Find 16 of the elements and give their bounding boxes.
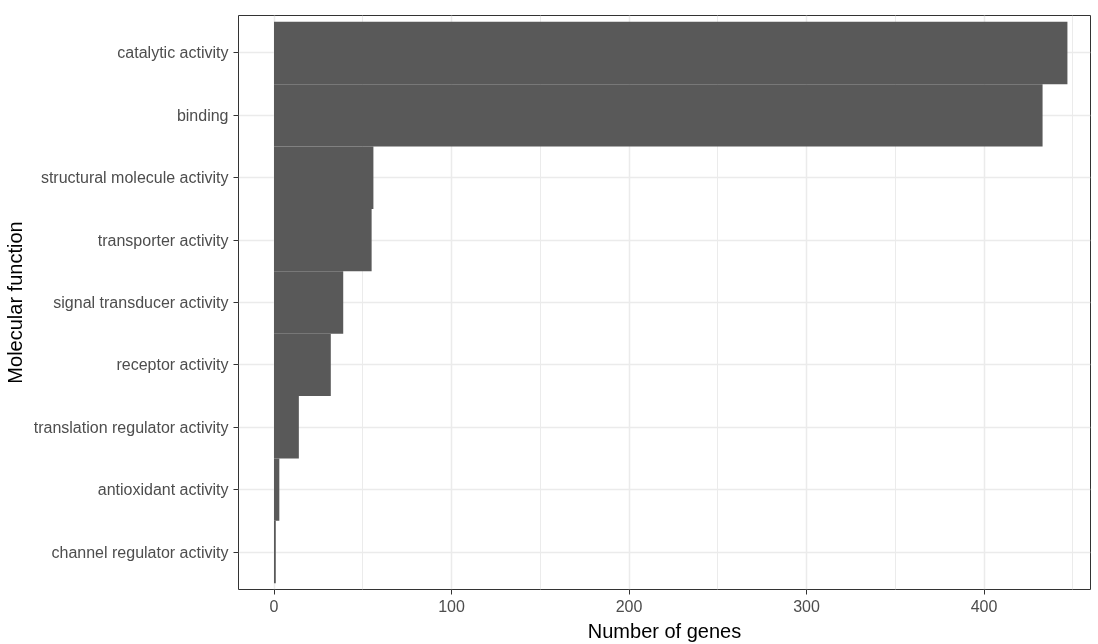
y-axis-title: Molecular function: [3, 221, 26, 384]
y-tick-label: binding: [176, 106, 229, 124]
y-tick-label: antioxidant activity: [97, 481, 229, 499]
y-tick-label: translation regulator activity: [33, 418, 229, 436]
x-axis-title: Number of genes: [587, 619, 742, 642]
x-tick-label: 400: [970, 597, 998, 615]
x-tick-label: 300: [793, 597, 820, 615]
y-tick-label: transporter activity: [97, 231, 229, 249]
x-tick-label: 100: [438, 597, 465, 615]
y-tick-label: structural molecule activity: [40, 169, 229, 187]
x-tick-label: 0: [269, 597, 279, 615]
y-tick-label: receptor activity: [116, 356, 229, 374]
y-tick-label: signal transducer activity: [53, 294, 229, 311]
y-tick-label: catalytic activity: [117, 44, 229, 62]
x-tick-label: 200: [615, 597, 643, 615]
y-tick-label: channel regulator activity: [51, 543, 229, 561]
